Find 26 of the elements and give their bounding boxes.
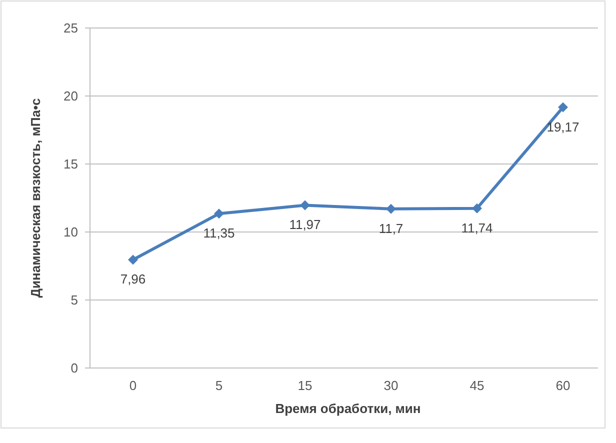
point	[558, 102, 568, 112]
y-tick-label: 25	[64, 20, 78, 36]
x-tick-label: 15	[298, 378, 312, 393]
y-tick-label: 5	[70, 292, 78, 308]
data-label: 11,7	[378, 220, 404, 236]
y-tick-label: 10	[64, 224, 78, 240]
x-axis-title: Время обработки, мин	[275, 401, 421, 416]
y-axis-title: Динамическая вязкость, мПа•с	[28, 98, 43, 298]
x-tick-label: 5	[215, 378, 223, 393]
point	[386, 204, 396, 214]
point	[300, 200, 310, 210]
data-label: 11,74	[461, 220, 493, 236]
y-tick-label: 20	[64, 88, 78, 104]
y-tick-label: 15	[64, 156, 78, 172]
x-tick-label: 30	[384, 378, 398, 393]
point	[214, 208, 224, 219]
data-label: 11,35	[203, 226, 235, 241]
data-label: 19,17	[546, 119, 580, 134]
point	[128, 254, 138, 265]
x-tick-label: 0	[129, 378, 137, 393]
data-label: 7,96	[120, 272, 146, 287]
x-tick-label: 45	[470, 378, 484, 393]
y-tick-label: 0	[70, 360, 78, 376]
data-label: 11,97	[289, 217, 321, 232]
point	[472, 203, 482, 214]
x-tick-label: 60	[556, 378, 570, 393]
